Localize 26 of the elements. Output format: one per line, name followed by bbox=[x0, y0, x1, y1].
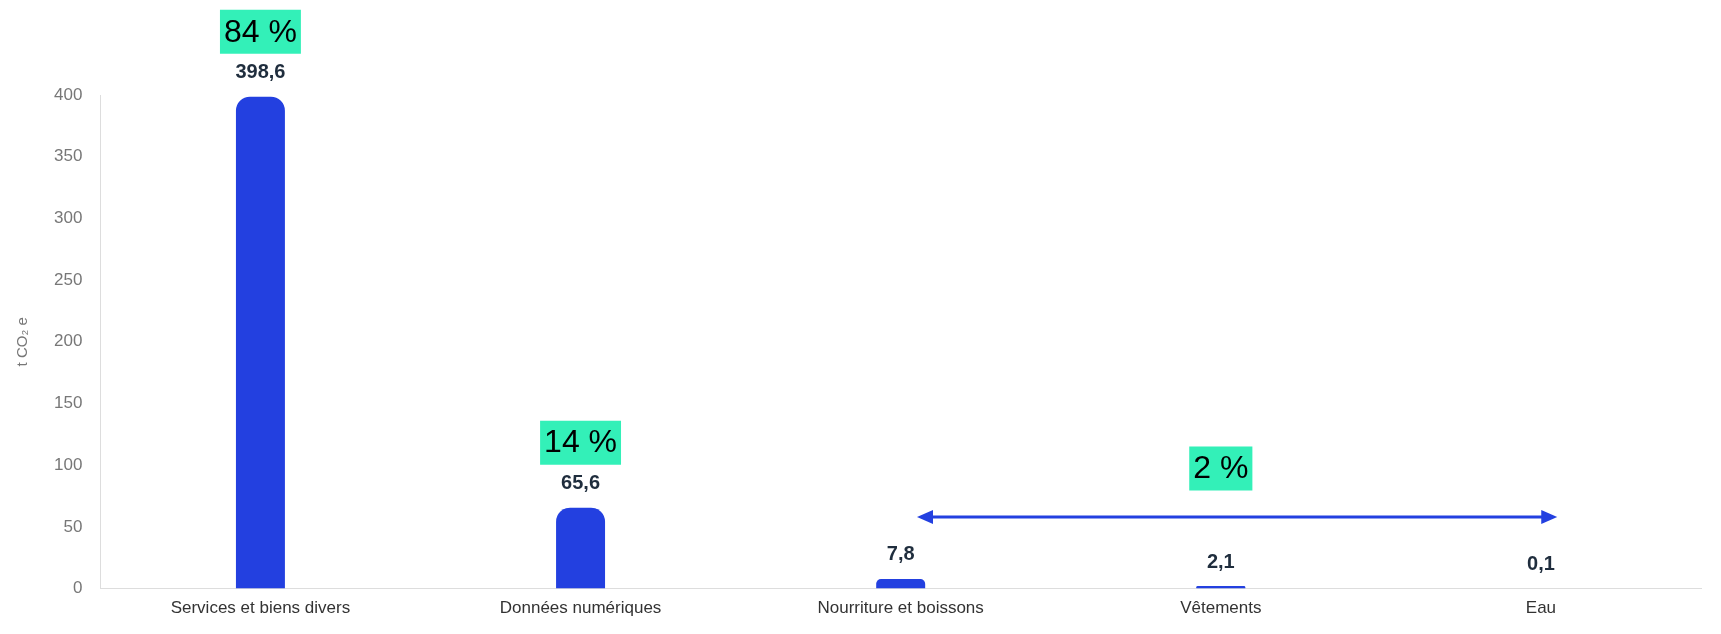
data-label: 0,1 bbox=[1527, 551, 1555, 574]
annotation: 14 % bbox=[544, 423, 618, 460]
y-axis-title: t CO₂ e bbox=[13, 317, 31, 367]
bar bbox=[556, 507, 606, 589]
x-tick-label: Nourriture et boissons bbox=[817, 598, 984, 618]
annotation: 2 % bbox=[1193, 449, 1249, 486]
y-tick-label: 350 bbox=[53, 146, 83, 166]
bar bbox=[235, 96, 285, 589]
bar bbox=[876, 578, 926, 589]
x-tick-label: Vêtements bbox=[1180, 598, 1262, 618]
y-tick-label: 0 bbox=[72, 578, 83, 598]
data-label: 7,8 bbox=[886, 542, 915, 565]
data-label: 2,1 bbox=[1206, 549, 1235, 572]
y-tick-label: 50 bbox=[63, 516, 83, 536]
y-tick-label: 300 bbox=[53, 208, 83, 228]
x-tick-label: Eau bbox=[1525, 598, 1557, 618]
x-tick-label: Services et biens divers bbox=[170, 598, 351, 618]
y-tick-label: 250 bbox=[53, 269, 83, 289]
text: 84 % bbox=[223, 12, 297, 49]
x-tick-label: Données numériques bbox=[499, 598, 662, 618]
y-tick-label: 100 bbox=[53, 454, 83, 474]
y-tick-label: 200 bbox=[53, 331, 83, 351]
y-tick-label: 150 bbox=[53, 393, 83, 413]
y-tick-label: 400 bbox=[53, 84, 83, 104]
data-label: 398,6 bbox=[235, 60, 286, 83]
data-label: 65,6 bbox=[561, 471, 601, 494]
